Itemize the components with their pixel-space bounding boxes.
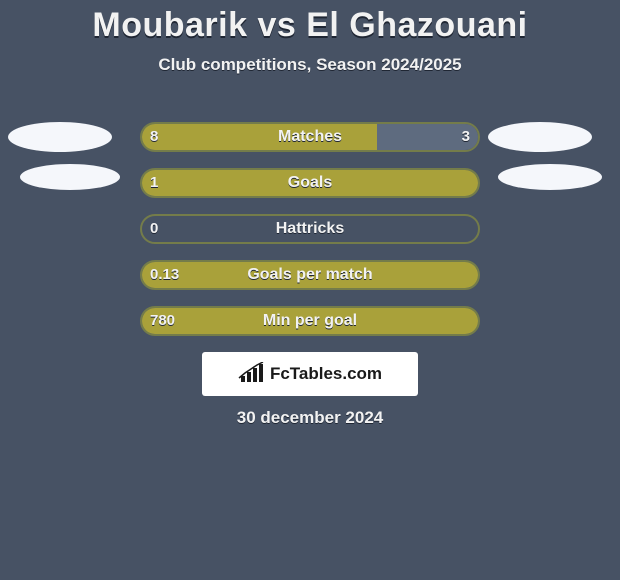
stat-label: Goals [140, 168, 480, 198]
stat-row: Min per goal780 [0, 306, 620, 336]
bar-chart-icon [238, 362, 264, 386]
stat-left-value: 1 [150, 168, 158, 198]
stat-label: Min per goal [140, 306, 480, 336]
stat-left-value: 780 [150, 306, 175, 336]
stat-row: Goals1 [0, 168, 620, 198]
stat-label: Hattricks [140, 214, 480, 244]
comparison-rows: Matches8 3 Goals1 Hattricks0 Goals per match… [0, 122, 620, 352]
stat-row: Matches8 3 [0, 122, 620, 152]
stat-label: Matches [140, 122, 480, 152]
page-title: Moubarik vs El Ghazouani [0, 0, 620, 45]
stat-label: Goals per match [140, 260, 480, 290]
stat-right-value: 3 [462, 122, 470, 152]
page-subtitle: Club competitions, Season 2024/2025 [0, 55, 620, 75]
brand-badge: FcTables.com [202, 352, 418, 396]
stat-left-value: 8 [150, 122, 158, 152]
stat-left-value: 0 [150, 214, 158, 244]
stat-row: Hattricks0 [0, 214, 620, 244]
brand-label: FcTables.com [270, 364, 382, 384]
date-line: 30 december 2024 [0, 408, 620, 428]
stat-left-value: 0.13 [150, 260, 179, 290]
stat-row: Goals per match0.13 [0, 260, 620, 290]
